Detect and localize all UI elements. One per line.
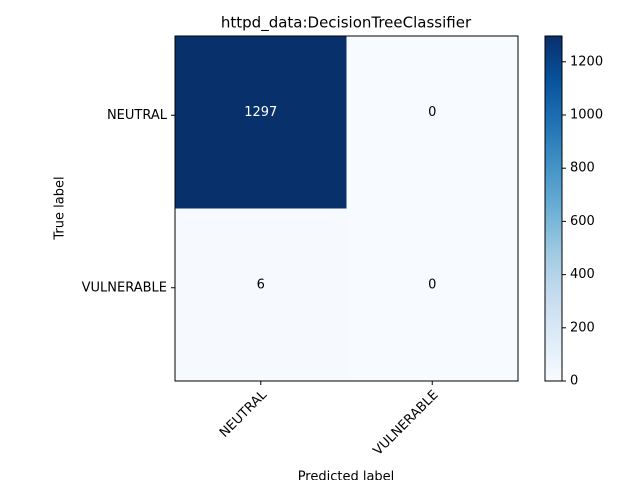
x-tick-label: VULNERABLE <box>371 388 442 459</box>
colorbar-tick-label: 1200 <box>570 54 603 69</box>
heatmap-cell <box>175 36 347 209</box>
cell-label: 6 <box>257 277 265 292</box>
y-tick-label: VULNERABLE <box>82 280 167 295</box>
x-axis-label: Predicted label <box>298 470 395 480</box>
colorbar-tick-label: 800 <box>570 161 595 176</box>
x-tick-label: NEUTRAL <box>217 387 271 441</box>
heatmap-cell <box>175 208 347 382</box>
cell-label: 0 <box>428 105 436 120</box>
chart-title: httpd_data:DecisionTreeClassifier <box>221 14 472 33</box>
colorbar-tick-label: 400 <box>570 267 595 282</box>
heatmap-cell <box>346 208 519 382</box>
y-axis-label: True label <box>53 176 68 240</box>
colorbar-tick-label: 0 <box>570 374 578 389</box>
colorbar-tick-label: 200 <box>570 320 595 335</box>
cell-label: 1297 <box>244 105 277 120</box>
y-tick-label: NEUTRAL <box>107 108 168 123</box>
cell-label: 0 <box>428 277 436 292</box>
plot-frame <box>174 35 519 382</box>
colorbar-tick-label: 1000 <box>570 108 603 123</box>
colorbar-tick-label: 600 <box>570 214 595 229</box>
colorbar <box>544 35 563 382</box>
heatmap-cell <box>346 36 519 209</box>
